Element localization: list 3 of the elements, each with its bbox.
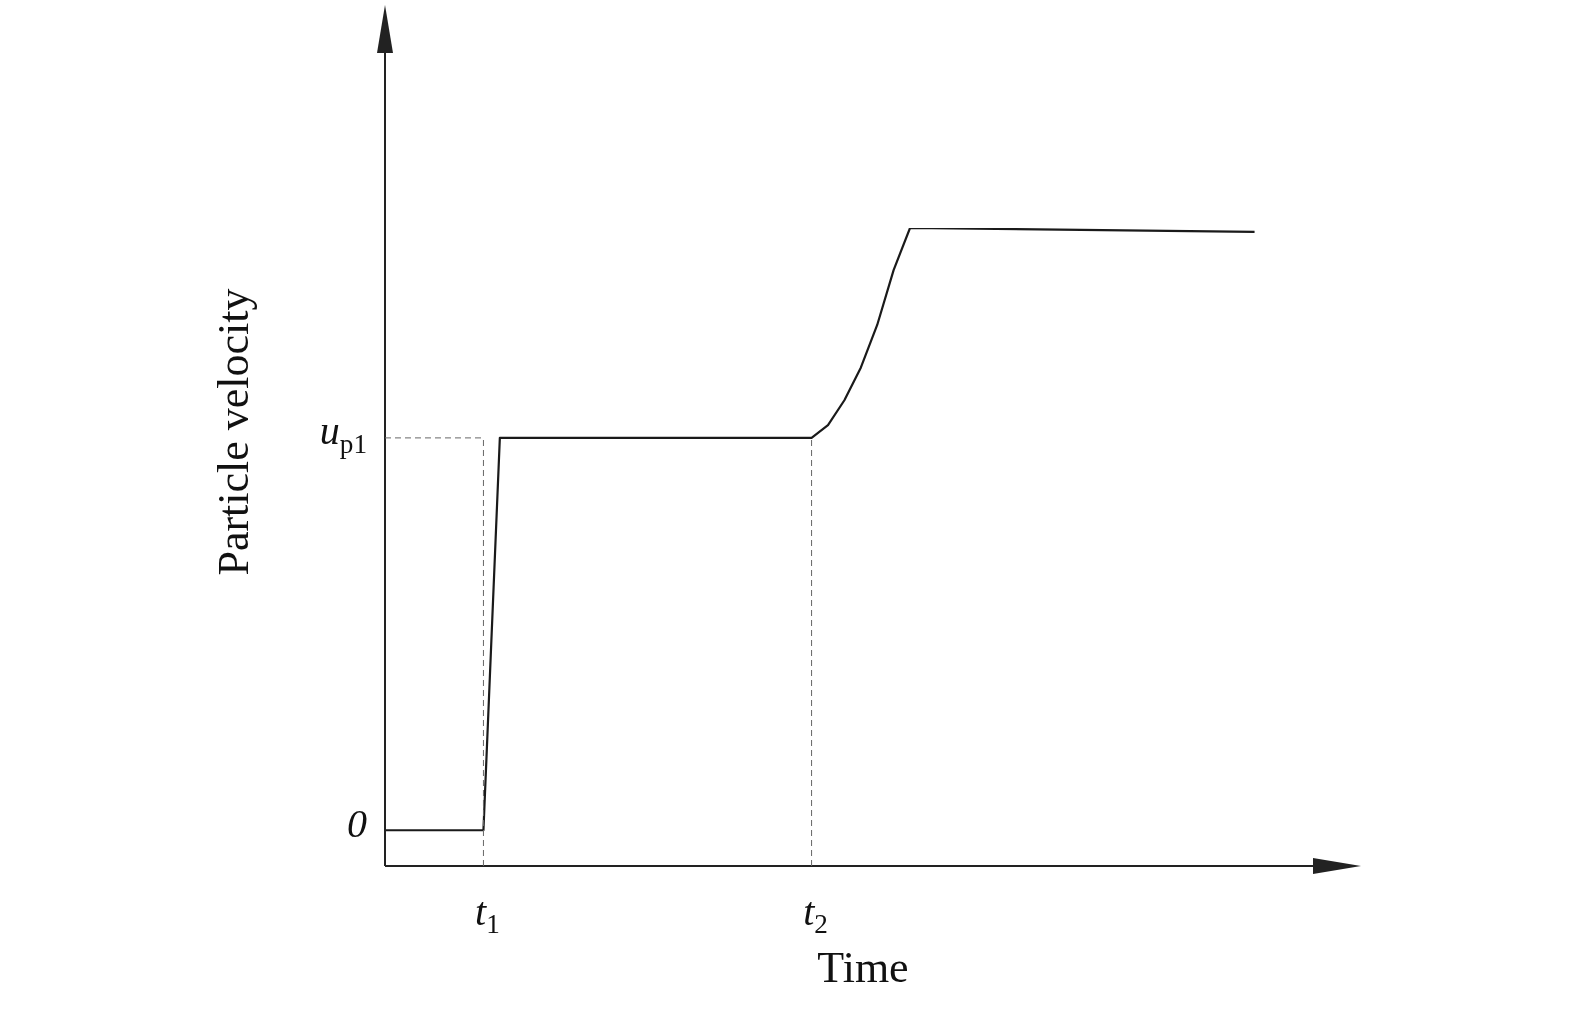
x-axis-title: Time — [817, 942, 909, 992]
text: 0 — [347, 800, 367, 846]
y-axis-title: Particle velocity — [208, 288, 258, 576]
